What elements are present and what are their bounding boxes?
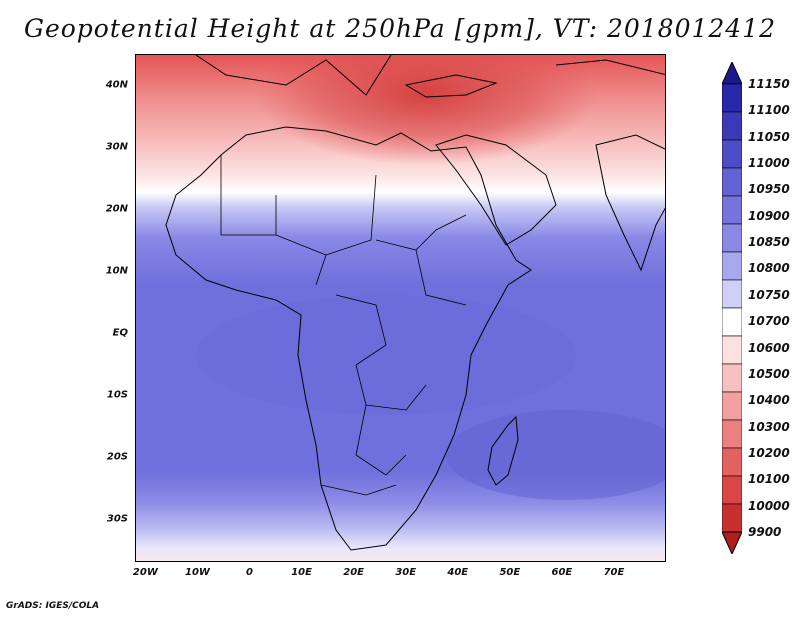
- colorbar-label: 10000: [748, 498, 790, 513]
- colorbar-label: 10100: [748, 472, 790, 487]
- mediterranean-high: [256, 55, 596, 165]
- lat-tick-10s: 10S: [106, 389, 128, 401]
- colorbar-segment: [722, 307, 742, 337]
- colorbar-segment: [722, 223, 742, 253]
- colorbar-segment: [722, 419, 742, 449]
- tropical-band: [196, 295, 576, 415]
- geopotential-map: [135, 54, 666, 562]
- colorbar-arrow-bottom: [722, 531, 742, 554]
- colorbar-label: 9900: [748, 525, 782, 539]
- grads-credit: GrADS: IGES/COLA: [6, 601, 100, 611]
- colorbar-label: 11150: [748, 77, 790, 91]
- lon-tick-0: 0: [246, 567, 253, 578]
- colorbar-label: 11050: [748, 129, 790, 144]
- map-canvas: [136, 55, 665, 561]
- india-coastline: [595, 134, 665, 272]
- colorbar-label: 10900: [748, 208, 790, 223]
- colorbar-segment: [722, 139, 742, 169]
- lat-tick-40n: 40N: [105, 79, 128, 91]
- lon-tick-20w: 20W: [132, 567, 158, 578]
- colorbar-label: 10700: [748, 314, 790, 329]
- colorbar-segment: [722, 335, 742, 365]
- country-borders: [220, 155, 467, 496]
- colorbar: [722, 62, 742, 554]
- colorbar-label: 11000: [748, 156, 790, 171]
- colorbar-segment: [722, 251, 742, 281]
- africa-coastline: [165, 126, 532, 551]
- map-title: Geopotential Height at 250hPa [gpm], VT:…: [23, 14, 777, 43]
- colorbar-segment: [722, 195, 742, 225]
- lat-tick-30n: 30N: [105, 141, 128, 153]
- colorbar-label: 11100: [748, 103, 790, 118]
- lon-tick-40e: 40E: [447, 567, 469, 578]
- colorbar-segment: [722, 279, 742, 309]
- colorbar-label: 10950: [748, 182, 790, 197]
- lat-tick-20n: 20N: [105, 203, 128, 215]
- colorbar-label: 10750: [748, 287, 790, 302]
- indian-ocean-high: [446, 410, 665, 500]
- colorbar-label: 10800: [748, 261, 790, 276]
- colorbar-label: 10200: [748, 445, 790, 460]
- colorbar-segment: [722, 503, 742, 533]
- colorbar-segment: [722, 83, 742, 113]
- lon-tick-10e: 10E: [291, 567, 312, 578]
- madagascar-coastline: [487, 415, 519, 486]
- colorbar-segment: [722, 111, 742, 141]
- europe-coastline: [195, 55, 665, 98]
- colorbar-segment: [722, 475, 742, 505]
- lon-tick-50e: 50E: [499, 567, 521, 578]
- colorbar-label: 10300: [748, 419, 790, 434]
- lat-tick-10n: 10N: [105, 265, 128, 277]
- colorbar-segment: [722, 391, 742, 421]
- lon-tick-20e: 20E: [343, 567, 365, 578]
- colorbar-label: 10400: [748, 393, 790, 408]
- colorbar-segment: [722, 447, 742, 477]
- lon-tick-70e: 70E: [603, 567, 625, 578]
- colorbar-arrow-top: [722, 62, 742, 85]
- lon-tick-60e: 60E: [551, 567, 573, 578]
- lat-tick-20s: 20S: [106, 451, 128, 463]
- colorbar-label: 10600: [748, 340, 790, 355]
- lat-tick-eq: EQ: [112, 327, 128, 339]
- arabia-coastline: [435, 134, 557, 246]
- colorbar-label: 10500: [748, 366, 790, 381]
- colorbar-segment: [722, 167, 742, 197]
- lon-tick-30e: 30E: [395, 567, 417, 578]
- lat-tick-30s: 30S: [106, 513, 128, 525]
- lon-tick-10w: 10W: [184, 567, 210, 578]
- colorbar-segment: [722, 363, 742, 393]
- colorbar-label: 10850: [748, 235, 790, 250]
